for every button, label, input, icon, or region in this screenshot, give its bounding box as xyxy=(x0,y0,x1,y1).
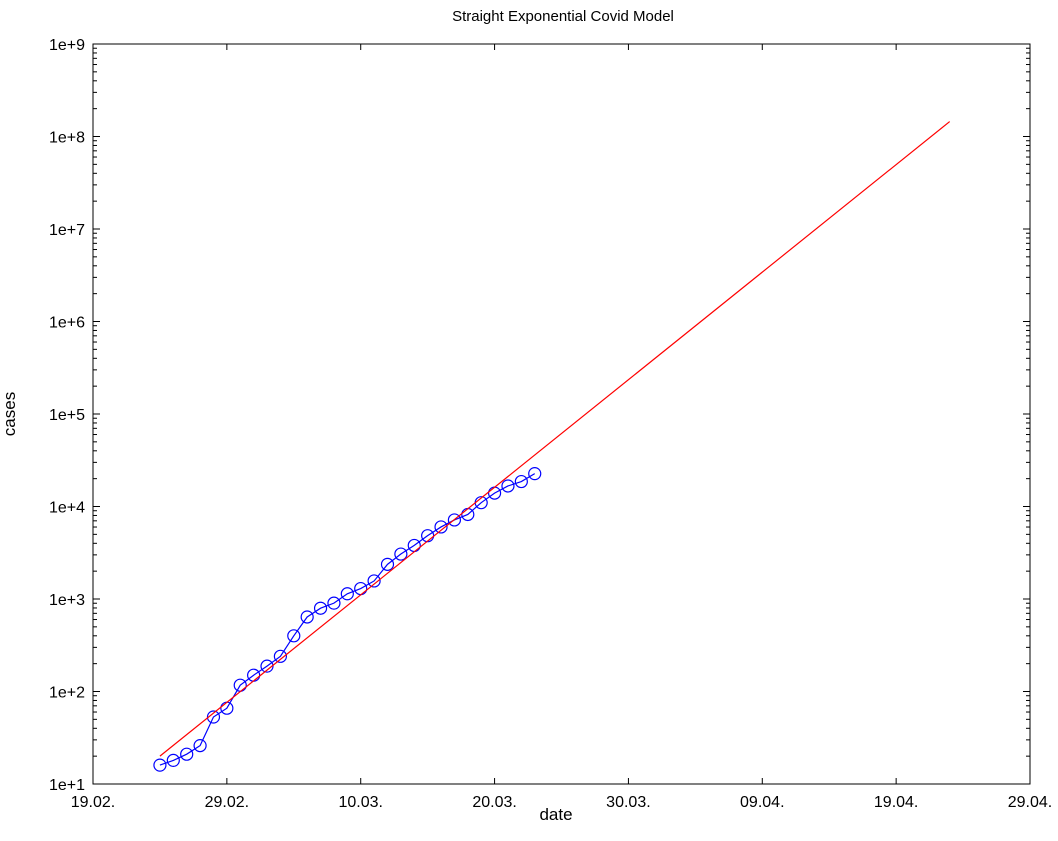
data-point xyxy=(206,710,221,724)
y-axis-title: cases xyxy=(0,392,19,436)
data-point xyxy=(528,467,542,481)
y-tick-label: 1e+7 xyxy=(49,222,85,239)
x-tick-label: 09.04. xyxy=(740,794,784,811)
y-tick-label: 1e+9 xyxy=(49,37,85,54)
y-tick-label: 1e+8 xyxy=(49,130,85,147)
data-point xyxy=(300,610,314,624)
data-point xyxy=(380,557,395,571)
data-point xyxy=(153,758,167,772)
x-axis-title: date xyxy=(539,805,572,824)
axis-ticks xyxy=(92,43,1031,785)
x-tick-label: 29.04. xyxy=(1008,794,1052,811)
data-point xyxy=(313,601,328,615)
data-point xyxy=(260,659,274,673)
data-point xyxy=(180,747,194,761)
y-tick-label: 1e+1 xyxy=(49,777,85,794)
y-tick-label: 1e+5 xyxy=(49,407,85,424)
data-point xyxy=(501,479,515,493)
x-tick-label: 10.03. xyxy=(338,794,382,811)
data-point xyxy=(166,753,180,767)
x-tick-label: 19.04. xyxy=(874,794,918,811)
x-tick-label: 19.02. xyxy=(71,794,115,811)
series-line xyxy=(159,473,536,766)
data-point xyxy=(514,474,528,489)
x-tick-label: 29.02. xyxy=(205,794,249,811)
plot-frame xyxy=(92,43,1031,785)
data-point xyxy=(273,649,287,663)
data-point xyxy=(447,513,462,527)
data-point xyxy=(287,629,301,643)
series-line xyxy=(159,121,951,757)
y-tick-label: 1e+3 xyxy=(49,592,85,609)
x-tick-label: 20.03. xyxy=(472,794,516,811)
data-point xyxy=(327,596,341,610)
data-point xyxy=(394,547,408,561)
data-point xyxy=(434,520,448,534)
data-point xyxy=(367,574,381,588)
chart-title: Straight Exponential Covid Model xyxy=(452,8,674,25)
y-tick-label: 1e+2 xyxy=(49,685,85,702)
y-tick-label: 1e+6 xyxy=(49,315,85,332)
x-tick-labels: 19.02. 29.02. 10.03. 20.03. 30.03. 09.04. 19.0… xyxy=(71,794,1052,811)
data-point xyxy=(340,587,354,601)
y-tick-labels: 1e+1 1e+2 1e+3 1e+4 1e+5 1e+6 1e+7 1e+8 1e+9 xyxy=(49,37,85,794)
series-layer xyxy=(153,121,951,772)
y-tick-label: 1e+4 xyxy=(49,500,85,517)
x-tick-label: 30.03. xyxy=(606,794,650,811)
data-point xyxy=(193,739,207,753)
